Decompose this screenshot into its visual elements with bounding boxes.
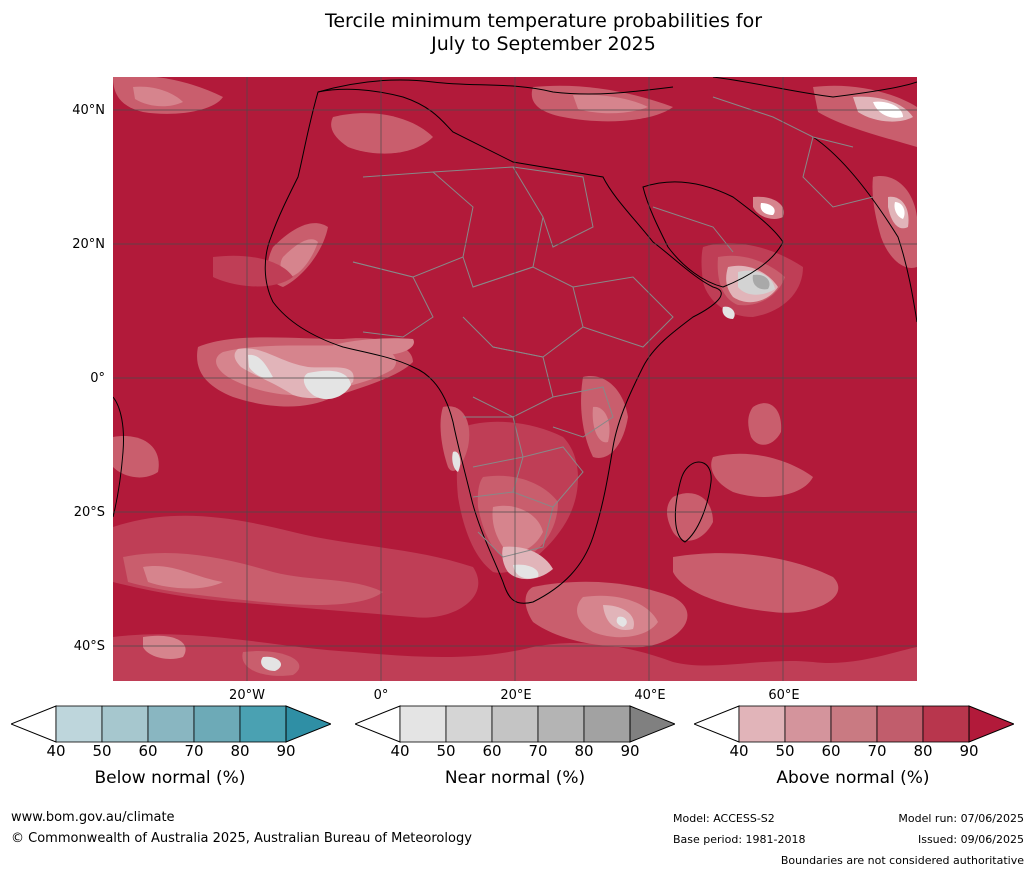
above-normal-tick-90: 90 xyxy=(959,742,979,760)
above-normal-tick-50: 50 xyxy=(775,742,795,760)
above-normal-swatch-70 xyxy=(876,705,924,743)
above-normal-tick-80: 80 xyxy=(913,742,933,760)
near-normal-swatch-40 xyxy=(399,705,447,743)
near-normal-tick-70: 70 xyxy=(528,742,548,760)
above-normal-above-90-swatch xyxy=(968,705,1014,743)
near-normal-tick-60: 60 xyxy=(482,742,502,760)
lon-label-20e: 20°E xyxy=(500,688,532,703)
near-normal-tick-50: 50 xyxy=(436,742,456,760)
above-normal-swatch-40 xyxy=(738,705,786,743)
below-normal-tick-40: 40 xyxy=(46,742,66,760)
below-normal-tick-80: 80 xyxy=(230,742,250,760)
near-normal-swatch-60 xyxy=(491,705,539,743)
footer-model-run: Model run: 07/06/2025 xyxy=(898,812,1024,825)
lat-label-40s: 40°S xyxy=(73,639,105,654)
footer-base-period: Base period: 1981-2018 xyxy=(673,833,806,846)
lat-label-20s: 20°S xyxy=(73,505,105,520)
below-normal-swatch-50 xyxy=(101,705,149,743)
footer-copyright: © Commonwealth of Australia 2025, Austra… xyxy=(11,831,472,846)
footer-model: Model: ACCESS-S2 xyxy=(673,812,775,825)
below-normal-tick-60: 60 xyxy=(138,742,158,760)
above-normal-tick-70: 70 xyxy=(867,742,887,760)
below-normal-tick-50: 50 xyxy=(92,742,112,760)
above-normal-swatch-60 xyxy=(830,705,878,743)
title-line-2: July to September 2025 xyxy=(431,33,656,55)
below-normal-legend-title: Below normal (%) xyxy=(94,768,246,788)
below-normal-colorbar xyxy=(11,705,331,743)
below-normal-tick-90: 90 xyxy=(276,742,296,760)
below-normal-swatch-70 xyxy=(193,705,241,743)
below-normal-swatch-40 xyxy=(55,705,103,743)
map-svg xyxy=(113,77,917,681)
near-normal-tick-80: 80 xyxy=(574,742,594,760)
near-normal-tick-40: 40 xyxy=(390,742,410,760)
near-normal-colorbar xyxy=(355,705,675,743)
above-normal-swatch-50 xyxy=(784,705,832,743)
below-normal-swatch-80 xyxy=(239,705,287,743)
below-normal-swatch-60 xyxy=(147,705,195,743)
near-normal-swatch-70 xyxy=(537,705,585,743)
title-line-1: Tercile minimum temperature probabilitie… xyxy=(324,10,763,32)
lon-label-20w: 20°W xyxy=(229,688,265,703)
near-normal-legend-title: Near normal (%) xyxy=(444,768,586,788)
lon-label-40e: 40°E xyxy=(634,688,666,703)
probability-contours xyxy=(113,77,917,681)
above-normal-below-40-swatch xyxy=(694,705,740,743)
near-normal-tick-90: 90 xyxy=(620,742,640,760)
above-normal-legend-title: Above normal (%) xyxy=(776,768,930,788)
footer-website: www.bom.gov.au/climate xyxy=(11,810,175,825)
lat-label-40n: 40°N xyxy=(72,103,105,118)
near-normal-below-40-swatch xyxy=(355,705,401,743)
below-normal-below-40-swatch xyxy=(11,705,57,743)
graticule xyxy=(113,77,917,681)
coastlines xyxy=(113,77,917,604)
below-normal-above-90-swatch xyxy=(285,705,331,743)
lon-label-0: 0° xyxy=(373,688,389,703)
above-normal-colorbar xyxy=(694,705,1014,743)
near-normal-swatch-50 xyxy=(445,705,493,743)
above-normal-tick-60: 60 xyxy=(821,742,841,760)
chart-title: Tercile minimum temperature probabilitie… xyxy=(0,10,1035,56)
above-normal-tick-40: 40 xyxy=(729,742,749,760)
lat-label-20n: 20°N xyxy=(72,237,105,252)
probability-map xyxy=(113,77,917,681)
lon-label-60e: 60°E xyxy=(768,688,800,703)
near-normal-swatch-80 xyxy=(583,705,631,743)
below-normal-tick-70: 70 xyxy=(184,742,204,760)
footer-disclaimer: Boundaries are not considered authoritat… xyxy=(780,854,1024,867)
near-normal-above-90-swatch xyxy=(629,705,675,743)
lat-label-equator: 0° xyxy=(90,371,105,386)
footer-issued: Issued: 09/06/2025 xyxy=(917,833,1024,846)
above-normal-swatch-80 xyxy=(922,705,970,743)
